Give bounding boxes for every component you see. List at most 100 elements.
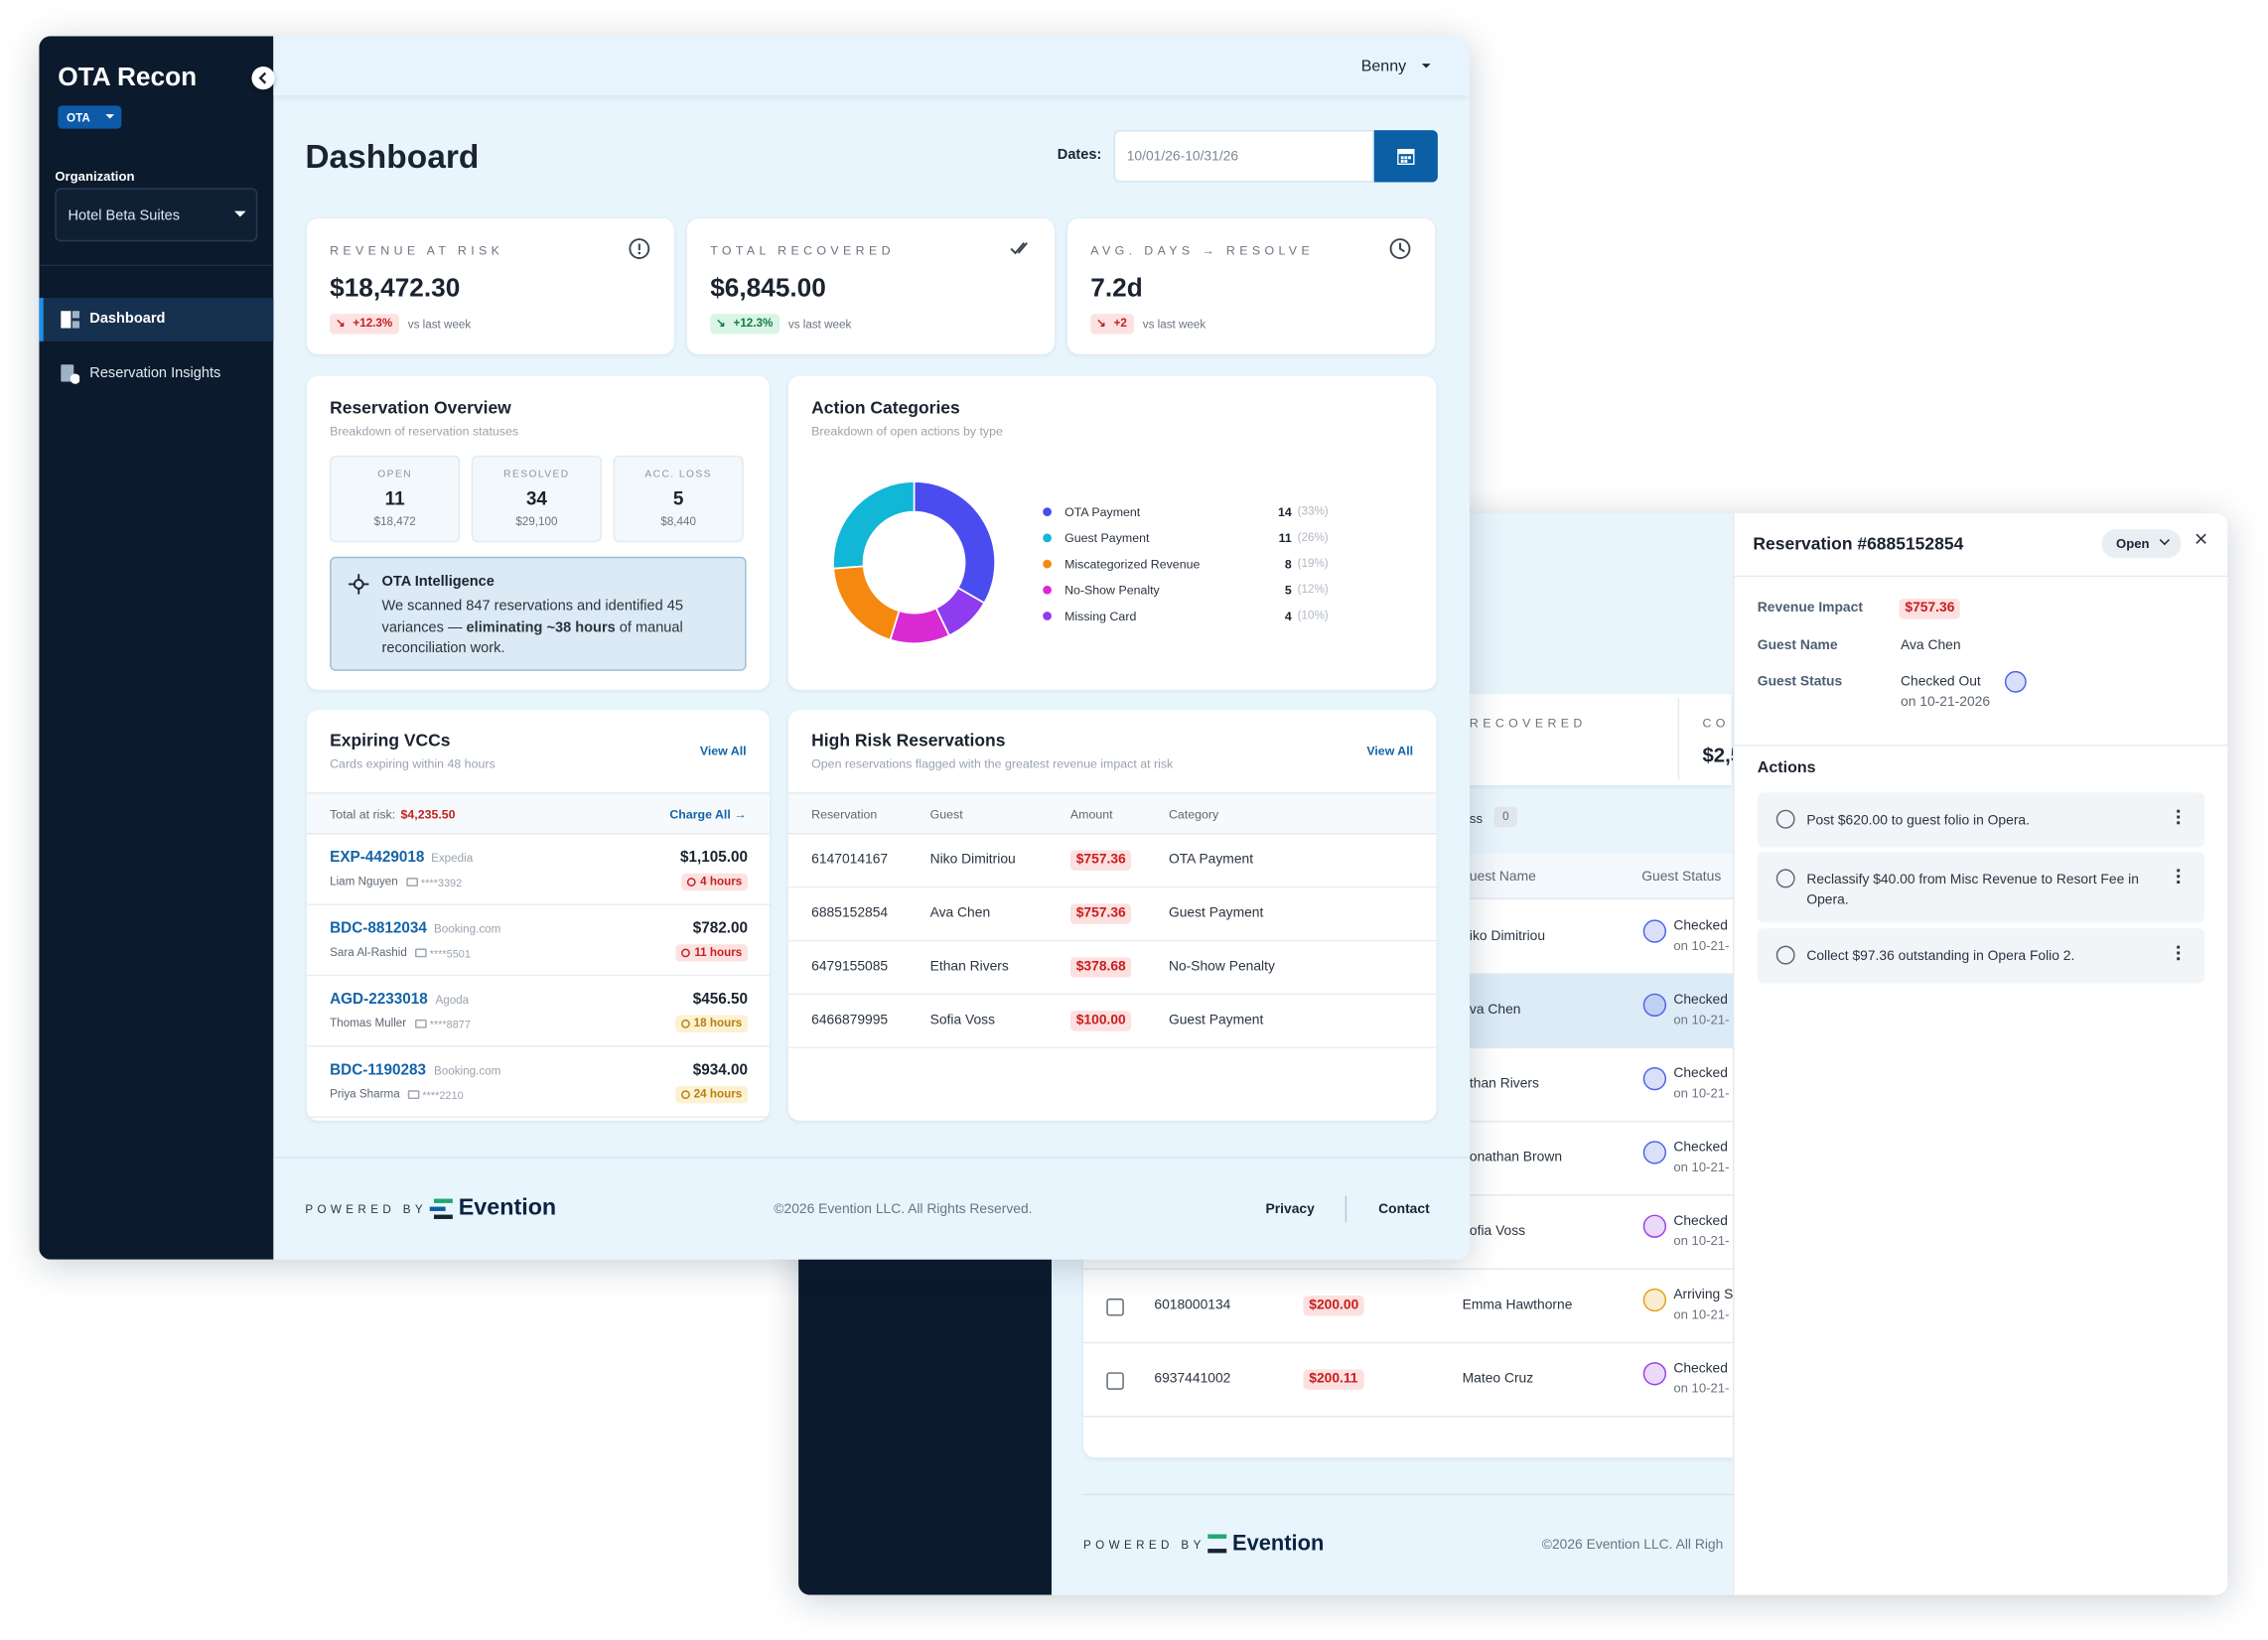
caret (2159, 534, 2171, 546)
guest-name: than Rivers (1469, 1075, 1539, 1092)
action-checkbox[interactable] (1775, 945, 1795, 965)
copyright: ©2026 Evention LLC. All Righ (1541, 1537, 1724, 1554)
vcc-amount: $782.00 (692, 919, 749, 937)
total-value: $4,235.50 (400, 806, 456, 822)
nav-item-active[interactable]: Dashboard (39, 298, 274, 342)
nav-item[interactable]: Reservation Insights (39, 354, 273, 392)
kpi-label: TOTAL RECOVERED (710, 242, 895, 258)
date-value: 10/01/26-10/31/26 (1126, 149, 1239, 166)
footer-link[interactable]: Privacy (1265, 1201, 1315, 1218)
card-title: Reservation Overview (330, 397, 511, 418)
table-row: ofia Voss Checked on 10-21- (1083, 1196, 1735, 1270)
collapse-button[interactable] (251, 67, 275, 90)
amount-badge: $757.36 (1069, 850, 1132, 871)
kpi-label: RECOVERED (1469, 716, 1587, 731)
divider (1345, 1195, 1347, 1222)
status-date: on 10-21- (1673, 938, 1730, 953)
stat-value: 5 (672, 486, 684, 509)
stat-label: OPEN (377, 470, 413, 480)
legend-dot (1043, 612, 1052, 620)
clock-icon (681, 948, 690, 958)
amount-badge: $378.68 (1069, 957, 1132, 978)
kpi-value: 7.2d (1090, 273, 1143, 303)
page-title: Dashboard (305, 137, 480, 176)
vcc-id[interactable]: AGD-2233018 (330, 990, 428, 1009)
column-header: uest Name (1469, 869, 1536, 886)
vcc-guest: Thomas Muller (330, 1017, 407, 1030)
amount-badge: $200.00 (1303, 1296, 1365, 1316)
intel-text-bold: eliminating ~38 hours (466, 619, 616, 636)
checkbox[interactable] (1106, 1298, 1124, 1316)
org-select[interactable]: Hotel Beta Suites (55, 188, 258, 242)
detail-panel: Reservation #6885152854 Open × Revenue Impa… (1733, 513, 2228, 1595)
action-checkbox[interactable] (1775, 869, 1795, 888)
divider (1734, 575, 2228, 578)
status-select[interactable]: Open (2101, 529, 2182, 559)
date-input[interactable]: 10/01/26-10/31/26 (1113, 130, 1374, 183)
legend-percent: (33%) (1297, 504, 1329, 518)
stat-amount: $29,100 (515, 514, 558, 528)
kpi-icon (629, 238, 650, 259)
chevron (258, 71, 267, 84)
legend-dot (1043, 533, 1052, 543)
status-icon (1642, 1214, 1667, 1238)
stat-value: 34 (525, 486, 547, 509)
guest-name: ofia Voss (1469, 1223, 1526, 1240)
reservation-overview: Reservation Overview Breakdown of reserv… (306, 375, 770, 690)
legend-label: Miscategorized Revenue (1064, 556, 1201, 572)
guest-status: Checked (1673, 1139, 1728, 1156)
status-date: on 10-21- (1673, 1233, 1730, 1249)
kpi-note: vs last week (787, 318, 852, 332)
legend-percent: (26%) (1297, 530, 1329, 544)
cell: 6466879995 (811, 1012, 889, 1028)
powered-by: POWERED BY (305, 1202, 428, 1217)
expiring-vccs: Expiring VCCs Cards expiring within 48 h… (306, 710, 770, 1121)
kebab-menu[interactable] (2177, 945, 2181, 949)
card-subtitle: Open reservations flagged with the great… (811, 755, 1174, 771)
calendar-button[interactable] (1373, 130, 1438, 183)
nav-icon (61, 364, 80, 384)
copyright: ©2026 Evention LLC. All Rights Reserved. (774, 1201, 1033, 1218)
action-checkbox[interactable] (1775, 809, 1795, 829)
brand: OTA Recon (58, 62, 198, 91)
guest-status: Checked (1673, 1213, 1728, 1230)
charge-all[interactable]: Charge All → (669, 806, 747, 822)
kpi-label: AVG. DAYS → RESOLVE (1090, 242, 1315, 258)
org-label: Organization (55, 169, 135, 184)
cell: 6479155085 (811, 958, 889, 975)
vcc-id[interactable]: BDC-1190283 (330, 1061, 427, 1079)
donut-segment (832, 480, 916, 570)
field-label: Guest Status (1757, 673, 1843, 690)
stat-value: 11 (384, 486, 405, 509)
view-all[interactable]: View All (699, 743, 747, 758)
table-row: 6018000134 $200.00 Emma Hawthorne Arriving … (1083, 1270, 1735, 1344)
footer-link[interactable]: Contact (1378, 1201, 1430, 1218)
kebab-menu[interactable] (2177, 869, 2181, 873)
intel-text: We scanned 847 reservations and identifi… (382, 598, 730, 660)
vcc-id[interactable]: EXP-4429018 (330, 849, 425, 867)
badge[interactable]: OTA (58, 105, 122, 129)
intel-text-part: of manual reconciliation work. (381, 619, 683, 657)
view-all[interactable]: View All (1366, 743, 1414, 758)
vcc-item: AGD-2233018 Agoda Thomas Muller ****8877 $45… (306, 976, 770, 1047)
card-subtitle: Breakdown of reservation statuses (330, 423, 519, 439)
vcc-channel: Expedia (431, 851, 474, 866)
column-header: Category (1168, 806, 1219, 822)
legend-percent: (10%) (1297, 609, 1329, 622)
checkbox[interactable] (1106, 1372, 1124, 1390)
card-subtitle: Cards expiring within 48 hours (330, 755, 496, 771)
cell: 6147014167 (811, 851, 889, 868)
intel-title: OTA Intelligence (381, 574, 495, 591)
evention-icon (1207, 1534, 1227, 1554)
vcc-id[interactable]: BDC-8812034 (330, 919, 427, 937)
evention-brand: Evention (458, 1195, 557, 1221)
user-name[interactable]: Benny (1360, 58, 1407, 75)
kpi-delta: +2 ↘ (1090, 314, 1135, 335)
kebab-menu[interactable] (2177, 809, 2181, 813)
caret (233, 210, 246, 223)
high-risk: High Risk Reservations Open reservations… (787, 710, 1437, 1121)
cell: Guest Payment (1168, 904, 1264, 921)
close-button[interactable]: × (2194, 527, 2208, 553)
